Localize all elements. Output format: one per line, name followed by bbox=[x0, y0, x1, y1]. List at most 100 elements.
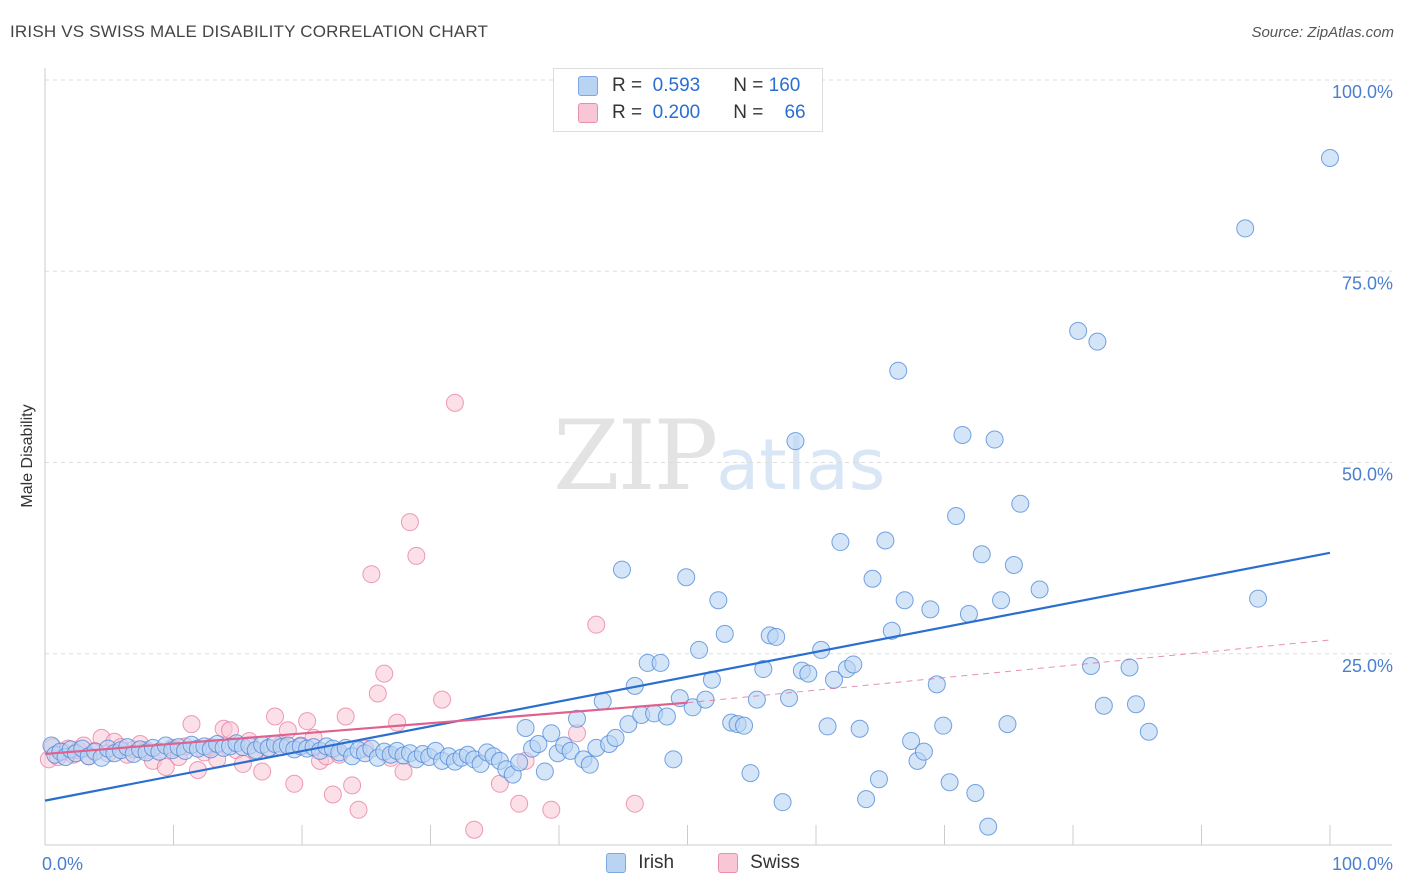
irish-point bbox=[664, 750, 683, 769]
irish-point bbox=[567, 709, 586, 728]
irish-point bbox=[985, 430, 1004, 449]
swiss-point bbox=[156, 757, 175, 776]
swiss-point bbox=[253, 762, 272, 781]
y-tick-label-50: 50.0% bbox=[1342, 465, 1393, 485]
irish-point bbox=[606, 728, 625, 747]
swiss-point bbox=[349, 800, 368, 819]
irish-point bbox=[1030, 580, 1049, 599]
tick-labels: 25.0% 50.0% 75.0% 100.0% 0.0% 100.0% bbox=[42, 82, 1393, 874]
y-tick-label-75: 75.0% bbox=[1342, 273, 1393, 293]
irish-point bbox=[657, 707, 676, 726]
irish-point bbox=[780, 689, 799, 708]
irish-point bbox=[902, 731, 921, 750]
irish-point bbox=[972, 545, 991, 564]
correlation-legend: R = 0.593 N = 160 R = 0.200 N = 66 bbox=[553, 68, 823, 132]
legend-row-irish: R = 0.593 N = 160 bbox=[578, 74, 800, 98]
irish-point bbox=[934, 716, 953, 735]
irish-point bbox=[542, 724, 561, 743]
irish-point bbox=[850, 719, 869, 738]
swiss-r-label: R = bbox=[612, 102, 643, 123]
irish-point bbox=[1120, 658, 1139, 677]
swiss-point bbox=[182, 715, 201, 734]
irish-point bbox=[831, 533, 850, 552]
y-tick-label-25: 25.0% bbox=[1342, 656, 1393, 676]
swiss-point bbox=[266, 707, 285, 726]
irish-point bbox=[844, 655, 863, 674]
irish-point bbox=[1011, 494, 1030, 513]
irish-point bbox=[773, 793, 792, 812]
irish-r-label: R = bbox=[612, 75, 643, 96]
irish-point bbox=[529, 735, 548, 754]
axes bbox=[44, 68, 1392, 846]
swiss-point bbox=[445, 393, 464, 412]
swiss-point bbox=[285, 774, 304, 793]
trend-lines bbox=[44, 551, 1331, 802]
irish-point bbox=[535, 762, 554, 781]
irish-legend-label: Irish bbox=[638, 852, 675, 873]
swiss-point bbox=[278, 721, 297, 740]
irish-point bbox=[869, 770, 888, 789]
irish-point bbox=[863, 569, 882, 588]
irish-point bbox=[735, 716, 754, 735]
series-legend: Irish Swiss bbox=[0, 852, 1406, 874]
irish-point bbox=[754, 660, 773, 679]
irish-point bbox=[895, 591, 914, 610]
irish-point bbox=[1069, 321, 1088, 340]
irish-point bbox=[927, 675, 946, 694]
irish-point bbox=[690, 640, 709, 659]
swiss-n-label: N = bbox=[733, 102, 764, 123]
irish-legend-swatch bbox=[606, 853, 627, 873]
irish-point bbox=[1126, 695, 1145, 714]
irish-trend-line bbox=[44, 551, 1331, 802]
irish-point bbox=[998, 715, 1017, 734]
swiss-point bbox=[465, 820, 484, 839]
legend-item-irish: Irish bbox=[606, 852, 674, 874]
y-tick-label-100: 100.0% bbox=[1332, 82, 1393, 102]
irish-point bbox=[510, 753, 529, 772]
x-tick-label-0: 0.0% bbox=[42, 854, 83, 874]
irish-point bbox=[1321, 149, 1339, 168]
swiss-point bbox=[510, 794, 529, 813]
irish-point bbox=[651, 653, 670, 672]
swiss-n-value: 66 bbox=[784, 102, 806, 123]
irish-point bbox=[1236, 219, 1255, 238]
swiss-swatch bbox=[578, 103, 598, 123]
irish-point bbox=[612, 560, 631, 579]
irish-point bbox=[979, 817, 998, 836]
swiss-r-value: 0.200 bbox=[652, 102, 701, 123]
x-tick-label-100: 100.0% bbox=[1332, 854, 1393, 874]
irish-r-value: 0.593 bbox=[652, 75, 701, 96]
swiss-point bbox=[362, 565, 381, 584]
irish-point bbox=[619, 715, 638, 734]
legend-row-swiss: R = 0.200 N = 66 bbox=[578, 101, 806, 125]
swiss-point bbox=[542, 800, 561, 819]
swiss-trend-extension bbox=[687, 639, 1331, 704]
irish-point bbox=[818, 717, 837, 736]
swiss-point bbox=[298, 712, 317, 731]
irish-point bbox=[677, 568, 696, 587]
irish-point bbox=[715, 624, 734, 643]
irish-point bbox=[876, 531, 895, 550]
irish-n-value: 160 bbox=[768, 75, 801, 96]
irish-point bbox=[1249, 589, 1268, 608]
irish-point bbox=[561, 741, 580, 760]
swiss-point bbox=[433, 690, 452, 709]
swiss-point bbox=[388, 713, 407, 732]
irish-point bbox=[966, 783, 985, 802]
irish-point bbox=[747, 690, 766, 709]
irish-point bbox=[696, 690, 715, 709]
source-label: Source: ZipAtlas.com bbox=[1251, 24, 1394, 41]
irish-point bbox=[857, 790, 876, 809]
swiss-point bbox=[394, 762, 413, 781]
irish-point bbox=[959, 604, 978, 623]
irish-point bbox=[1139, 722, 1158, 741]
irish-point bbox=[799, 664, 818, 683]
swiss-point bbox=[375, 664, 394, 683]
irish-point bbox=[921, 600, 940, 619]
irish-point bbox=[940, 773, 959, 792]
swiss-point bbox=[336, 707, 355, 726]
irish-point bbox=[1004, 556, 1023, 575]
swiss-point bbox=[343, 776, 362, 795]
irish-n-label: N = bbox=[733, 75, 764, 96]
